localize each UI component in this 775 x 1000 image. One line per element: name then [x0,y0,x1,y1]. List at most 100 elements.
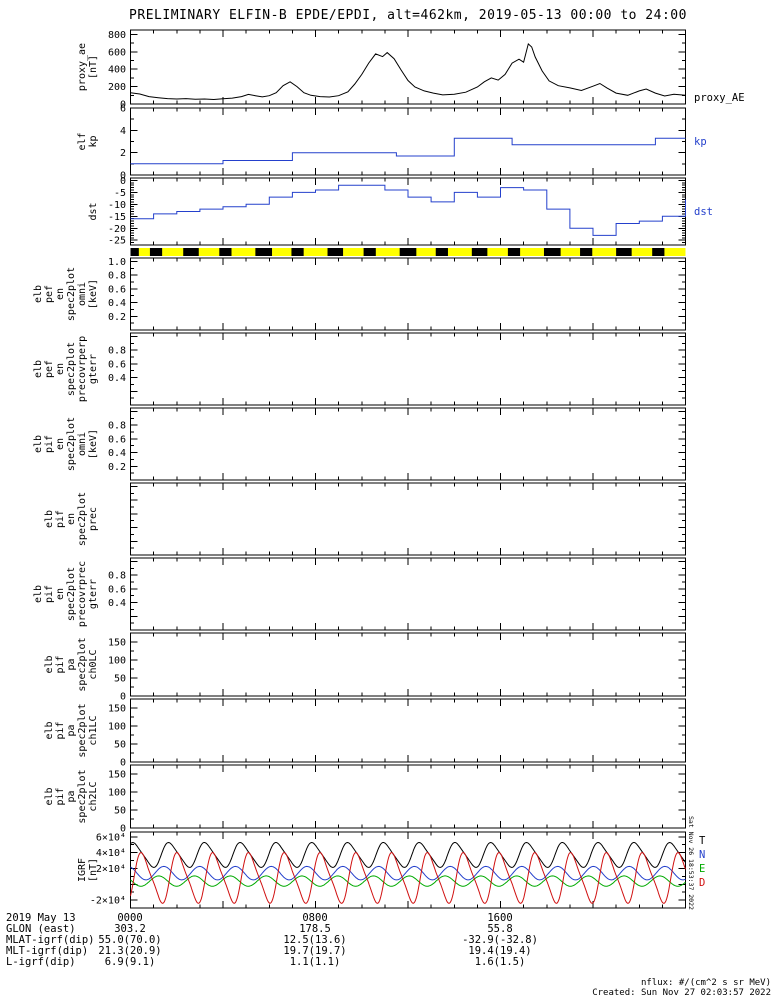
nflux-units-note: nflux: #/(cm^2 s sr MeV) [640,978,771,988]
panel-ylabel: spec2plot [66,267,77,321]
y-tick-label: -20 [108,224,126,235]
panel-ylabel: spec2plot [77,769,88,823]
panel-ylabel: spec2plot [66,417,77,471]
panel-ylabel: en [55,438,66,450]
orbit-bar-segment [399,248,417,256]
y-tick-label: 100 [108,722,126,733]
y-tick-label: -15 [108,212,126,223]
y-tick-label: 1.0 [108,257,126,268]
orbit-bar-segment [652,248,665,256]
orbit-bar-segment [149,248,163,256]
orbit-bar-segment [616,248,632,256]
y-tick-label: 50 [114,740,126,751]
panel-ylabel: elf [77,132,88,150]
y-tick-label: 0.8 [108,271,126,282]
panel-ylabel: omni [77,432,88,456]
panel-ylabel: en [66,513,77,525]
y-tick-label: 0 [120,176,126,187]
panel-frame-elb_pif_en_spec2plot_prec [130,482,686,556]
orbit-bar-segment [291,248,304,256]
panel-ylabel: [nT] [88,55,99,79]
y-tick-label: 0.4 [108,373,126,384]
panel-ylabel: IGRF [77,858,88,882]
panel-frame-proxy_ae [130,29,686,105]
panel-ylabel: pif [55,721,66,739]
ephemeris-value: 19.7(19.7) [283,945,347,957]
panel-ylabel: en [55,288,66,300]
y-tick-label: 2 [120,148,126,159]
panel-ylabel: kp [88,135,99,147]
y-tick-label: 0.6 [108,359,126,370]
panel-ylabel: pa [66,790,77,802]
series-D [130,851,686,904]
panel-ylabel: pif [55,655,66,673]
orbit-bar-segment [363,248,376,256]
ephemeris-value: 1600 [487,912,513,924]
panel-ylabel: elb [44,655,55,673]
panel-ylabel: en [55,363,66,375]
ephemeris-value: 55.0(70.0) [98,934,162,946]
y-tick-label: 0.6 [108,584,126,595]
y-tick-label: 200 [108,82,126,93]
panel-ylabel: proxy_ae [77,43,88,91]
panel-ylabel: elb [44,787,55,805]
panel-right-label: kp [694,136,707,148]
panel-ylabel: ch0LC [88,649,99,679]
y-tick-label: -10 [108,200,126,211]
panel-ylabel: elb [33,585,44,603]
orbit-bar-segment [507,248,521,256]
orbit-bar-segment [219,248,232,256]
panel-ylabel: pif [44,585,55,603]
y-tick-label: 6×10⁴ [96,832,126,843]
y-tick-label: 0.8 [108,421,126,432]
panel-ylabel: spec2plot [77,637,88,691]
ephemeris-value: 303.2 [114,923,146,935]
y-tick-label: 0.4 [108,448,126,459]
y-tick-label: 0 [120,171,126,182]
orbit-bar-segment [580,248,593,256]
legend-N: N [699,849,705,861]
footer: nflux: #/(cm^2 s sr MeV) Created: Sun No… [592,978,771,998]
orbit-bar-segment [327,248,344,256]
panel-frame-elb_pif_pa_spec2plot_ch0LC [130,632,686,697]
ephemeris-value: 1.1(1.1) [289,956,341,968]
y-tick-label: -5 [114,188,126,199]
y-tick-label: 0 [120,824,126,835]
y-tick-label: 0.4 [108,598,126,609]
panel-ylabel: pa [66,724,77,736]
panel-ylabel: prec [88,507,99,531]
ephemeris-row-label: 2019 May 13 [6,912,76,924]
plot-title: PRELIMINARY ELFIN-B EPDE/EPDI, alt=462km… [129,8,687,23]
panel-ylabel: [keV] [88,279,99,309]
y-tick-label: 600 [108,47,126,58]
panel-ylabel: omni [77,282,88,306]
panel-ylabel: gterr [88,579,99,609]
series-E [130,875,686,887]
legend-E: E [699,863,705,875]
y-tick-label: 0.8 [108,571,126,582]
y-tick-label: 800 [108,30,126,41]
panel-frame-elb_pef_en_spec2plot_precovrperp_gterr [130,332,686,406]
panel-right-label: dst [694,206,713,218]
y-tick-label: 4×10⁴ [96,848,126,859]
panel-ylabel: pa [66,658,77,670]
panel-ylabel: dst [88,202,99,220]
panel-ylabel: precovrperp [77,336,88,402]
legend-T: T [699,835,706,847]
render-timestamp-note: Sat Nov 26 18:53:37 2022 [687,816,695,910]
panel-frame-elb_pif_pa_spec2plot_ch1LC [130,698,686,763]
ephemeris-value: 0800 [302,912,328,924]
y-tick-label: 150 [108,704,126,715]
ephemeris-value: 55.8 [487,923,513,935]
ephemeris-value: -32.9(-32.8) [462,934,538,946]
ephemeris-row-label: MLT-igrf(dip) [6,945,89,957]
orbit-bar-segment [255,248,273,256]
panel-ylabel: spec2plot [66,567,77,621]
ephemeris-value: 178.5 [299,923,331,935]
y-tick-label: 0 [120,692,126,703]
series-T [130,841,686,868]
ephemeris-value: 21.3(20.9) [98,945,162,957]
y-tick-label: 400 [108,65,126,76]
ephemeris-value: 12.5(13.6) [283,934,347,946]
y-tick-label: 0.2 [108,462,126,473]
